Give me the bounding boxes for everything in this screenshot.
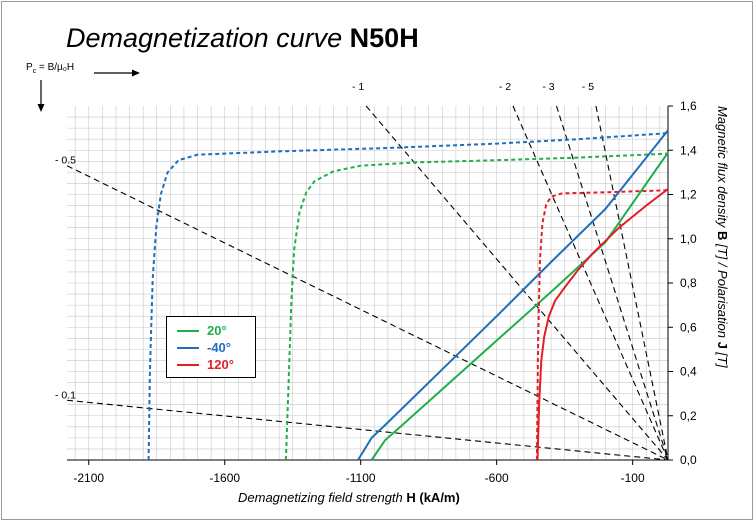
- load-line: [595, 105, 669, 461]
- permeance-label-sub: c: [32, 68, 37, 75]
- load-line: [66, 399, 669, 461]
- x-axis-title-prefix: Demagnetizing field strength: [238, 490, 407, 505]
- legend-label-20: 20°: [207, 323, 227, 338]
- series-layer: [147, 129, 669, 461]
- x-tick-label: -600: [485, 471, 509, 485]
- x-axis-title-unit: (kA/m): [415, 490, 460, 505]
- y-axis-title: Magnetic flux density B [T] / Polarisati…: [715, 106, 740, 456]
- y-tick-label: 0,2: [680, 409, 697, 423]
- y-tick-label: 0,0: [680, 453, 697, 467]
- load-line-label: - 5: [582, 81, 594, 93]
- y-axis-title-prefix: Magnetic flux density: [715, 106, 730, 232]
- y-axis-title-text: Magnetic flux density B [T] / Polarisati…: [715, 106, 730, 368]
- y-axis-title-b: B: [715, 231, 730, 241]
- series-line-j: [535, 189, 669, 461]
- load-line-label: - 3: [542, 81, 554, 93]
- chart-title-main: Demagnetization curve: [66, 23, 343, 53]
- legend-item-20: 20°: [177, 322, 255, 339]
- permeance-label-prefix: P: [26, 62, 33, 73]
- series-line-j: [284, 152, 669, 461]
- legend-swatch-120: [177, 363, 199, 366]
- legend-label-minus40: -40°: [207, 340, 231, 355]
- y-tick-label: 1,0: [680, 232, 697, 246]
- series-line-b: [357, 129, 669, 461]
- series-line-j: [147, 132, 669, 461]
- x-axis-title-symbol: H: [406, 490, 416, 505]
- tick-labels-layer: -2100 -1600 -1100 -600 -100 0,0 0,2 0,4 0,6 0,8 1,…: [55, 81, 697, 485]
- permeance-axis-label: Pc = B/µ₀H: [26, 62, 74, 75]
- y-tick-label: 1,4: [680, 143, 697, 157]
- legend-swatch-minus40: [177, 346, 199, 349]
- chart-legend: 20° -40° 120°: [166, 316, 256, 378]
- legend-label-120: 120°: [207, 357, 234, 372]
- y-axis-title-mid: [T] / Polarisation: [715, 240, 730, 342]
- y-tick-label: 0,6: [680, 320, 697, 334]
- x-tick-label: -1100: [346, 471, 376, 485]
- x-tick-label: -2100: [73, 471, 104, 485]
- load-lines-layer: [66, 105, 669, 461]
- load-line: [365, 105, 669, 461]
- y-tick-label: 1,6: [680, 99, 697, 113]
- load-line: [555, 105, 669, 461]
- x-tick-label: -1600: [209, 471, 240, 485]
- load-line-label: - 0.1: [55, 389, 76, 401]
- permeance-arrow-down-head-icon: [37, 104, 45, 112]
- load-line: [66, 165, 669, 461]
- load-line-label: - 2: [499, 81, 511, 93]
- grid-layer: [67, 106, 668, 460]
- chart-title: Demagnetization curve N50H: [66, 22, 419, 54]
- permeance-arrow-right-head-icon: [132, 69, 140, 77]
- legend-swatch-20: [177, 329, 199, 332]
- y-tick-label: 1,2: [680, 188, 697, 202]
- y-axis-title-j: J: [715, 341, 730, 349]
- x-axis-title: Demagnetizing field strength H (kA/m): [238, 490, 460, 505]
- permeance-label-rest: = B/µ₀H: [36, 62, 75, 73]
- chart-title-grade: N50H: [349, 23, 419, 53]
- arrow-layer: [37, 69, 140, 112]
- legend-item-minus40: -40°: [177, 339, 255, 356]
- legend-item-120: 120°: [177, 356, 255, 373]
- load-line-label: - 1: [352, 81, 364, 93]
- load-line: [512, 105, 669, 461]
- x-tick-label: -100: [621, 471, 645, 485]
- series-line-b: [370, 151, 669, 461]
- y-tick-label: 0,8: [680, 276, 697, 290]
- load-line-label: - 0.5: [55, 155, 76, 167]
- series-line-b: [536, 188, 669, 461]
- y-tick-label: 0,4: [680, 365, 697, 379]
- y-axis-title-suffix: [T]: [715, 348, 730, 368]
